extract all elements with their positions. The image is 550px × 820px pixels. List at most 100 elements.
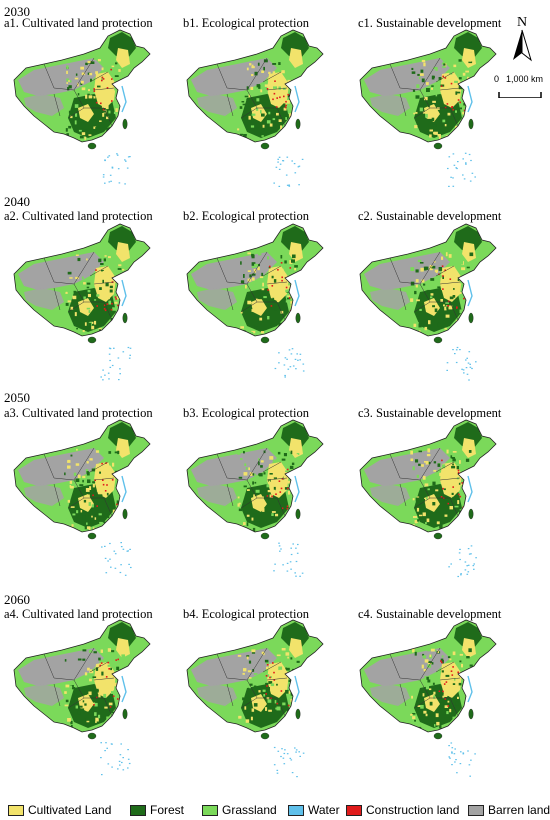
land-cover-patch: [426, 131, 431, 134]
land-cover-patch: [442, 464, 446, 469]
south-sea-island: [468, 553, 471, 555]
land-cover-patch: [268, 83, 271, 87]
land-cover-patch: [284, 487, 289, 490]
land-cover-patch: [116, 691, 120, 695]
land-cover-patch: [276, 112, 279, 116]
land-cover-patch: [247, 252, 251, 255]
province-boundary: [226, 483, 234, 507]
land-cover-patch: [266, 687, 270, 691]
land-cover-patch: [91, 325, 95, 330]
land-cover-patch: [251, 253, 254, 257]
hainan-island: [87, 532, 97, 540]
land-cover-patch: [417, 705, 422, 707]
land-cover-patch: [257, 310, 260, 314]
land-cover-patch: [269, 123, 273, 127]
south-sea-island: [277, 750, 280, 752]
land-cover-patch: [263, 472, 266, 475]
land-cover-patch: [94, 320, 97, 325]
land-cover-patch: [276, 706, 281, 711]
panel-title-c2: c2. Sustainable development: [358, 209, 502, 223]
south-sea-island: [111, 166, 114, 168]
taiwan-island: [468, 118, 474, 130]
land-cover-patch: [431, 117, 435, 121]
south-sea-island: [278, 545, 281, 547]
land-cover-patch: [106, 716, 109, 720]
land-cover-patch: [96, 294, 100, 297]
construction-patch: [457, 469, 460, 472]
land-cover-patch: [444, 124, 447, 127]
south-sea-island: [278, 362, 280, 364]
china-land-use-map: [359, 419, 497, 578]
land-cover-patch: [268, 706, 271, 709]
construction-patch: [95, 269, 97, 271]
land-cover-patch: [247, 113, 251, 116]
land-cover-patch: [281, 458, 286, 461]
land-cover-patch: [114, 324, 117, 327]
land-cover-patch: [289, 260, 293, 264]
land-cover-patch: [99, 287, 102, 290]
land-cover-patch: [120, 287, 123, 291]
south-sea-island: [451, 752, 453, 754]
land-cover-patch: [102, 307, 105, 310]
land-cover-patch: [89, 458, 93, 461]
land-cover-patch: [424, 675, 427, 678]
cultivated-region-northeast: [116, 438, 130, 458]
hainan-island: [260, 532, 270, 540]
south-sea-island: [455, 759, 457, 761]
cultivated-region-northeast: [116, 48, 130, 68]
land-cover-patch: [257, 116, 261, 118]
land-cover-patch: [94, 299, 97, 301]
land-cover-patch: [415, 111, 418, 114]
south-sea-island: [450, 742, 453, 744]
legend-swatch: [288, 804, 304, 816]
land-cover-patch: [292, 704, 296, 707]
panel-title-a2: a2. Cultivated land protection: [4, 209, 153, 223]
land-cover-patch: [280, 475, 284, 478]
land-cover-patch: [285, 114, 289, 118]
china-land-use-map: [13, 29, 151, 185]
construction-patch: [287, 93, 289, 96]
land-cover-patch: [266, 689, 269, 692]
land-cover-patch: [109, 496, 112, 500]
land-cover-patch: [87, 494, 90, 498]
land-cover-patch: [243, 274, 245, 278]
south-sea-island: [467, 750, 469, 752]
land-cover-patch: [283, 129, 287, 134]
construction-patch: [273, 92, 276, 95]
province-boundary: [439, 87, 461, 91]
south-sea-island: [291, 160, 293, 162]
cultivated-region-northeast: [289, 638, 303, 658]
south-sea-island: [114, 567, 117, 569]
land-cover-patch: [457, 726, 461, 730]
land-cover-patch: [81, 72, 85, 76]
land-cover-patch: [104, 255, 107, 258]
legend-item-barren: Barren land: [468, 803, 550, 817]
land-cover-patch: [76, 448, 78, 451]
land-cover-patch: [99, 321, 102, 325]
land-cover-patch: [415, 459, 419, 463]
south-sea-island: [278, 542, 280, 544]
land-cover-patch: [96, 299, 99, 303]
land-cover-patch: [70, 306, 74, 310]
land-cover-patch: [413, 727, 416, 731]
province-boundary: [93, 87, 115, 91]
land-cover-patch: [289, 519, 292, 521]
south-sea-island: [286, 570, 289, 572]
land-cover-patch: [433, 512, 437, 515]
land-cover-patch: [89, 72, 93, 76]
land-cover-patch: [255, 298, 258, 301]
forest-region-northeast: [454, 32, 482, 58]
land-cover-patch: [289, 113, 293, 117]
south-sea-island: [462, 158, 464, 160]
land-cover-patch: [422, 512, 426, 517]
land-cover-patch: [422, 475, 426, 480]
construction-patch: [265, 693, 267, 695]
south-sea-island: [104, 159, 106, 161]
land-cover-patch: [446, 449, 449, 454]
construction-patch: [441, 459, 443, 462]
land-cover-patch: [245, 719, 250, 723]
land-cover-patch: [424, 659, 429, 663]
land-cover-patch: [416, 474, 419, 478]
land-cover-patch: [413, 516, 417, 518]
land-cover-patch: [77, 474, 81, 479]
